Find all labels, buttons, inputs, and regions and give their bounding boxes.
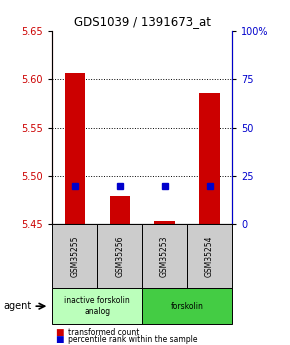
- Text: GSM35256: GSM35256: [115, 235, 124, 277]
- Text: forskolin: forskolin: [171, 302, 204, 311]
- Text: GSM35253: GSM35253: [160, 235, 169, 277]
- Bar: [200, 93, 220, 224]
- Bar: [110, 196, 130, 224]
- Text: ■: ■: [55, 335, 64, 344]
- Text: transformed count: transformed count: [68, 328, 139, 337]
- Text: ■: ■: [55, 328, 64, 337]
- Text: GSM35255: GSM35255: [70, 235, 79, 277]
- Bar: [65, 72, 85, 224]
- Text: agent: agent: [3, 301, 31, 311]
- Text: GSM35254: GSM35254: [205, 235, 214, 277]
- Text: percentile rank within the sample: percentile rank within the sample: [68, 335, 198, 344]
- Title: GDS1039 / 1391673_at: GDS1039 / 1391673_at: [74, 16, 211, 29]
- Bar: [155, 221, 175, 224]
- Text: inactive forskolin
analog: inactive forskolin analog: [64, 296, 130, 316]
